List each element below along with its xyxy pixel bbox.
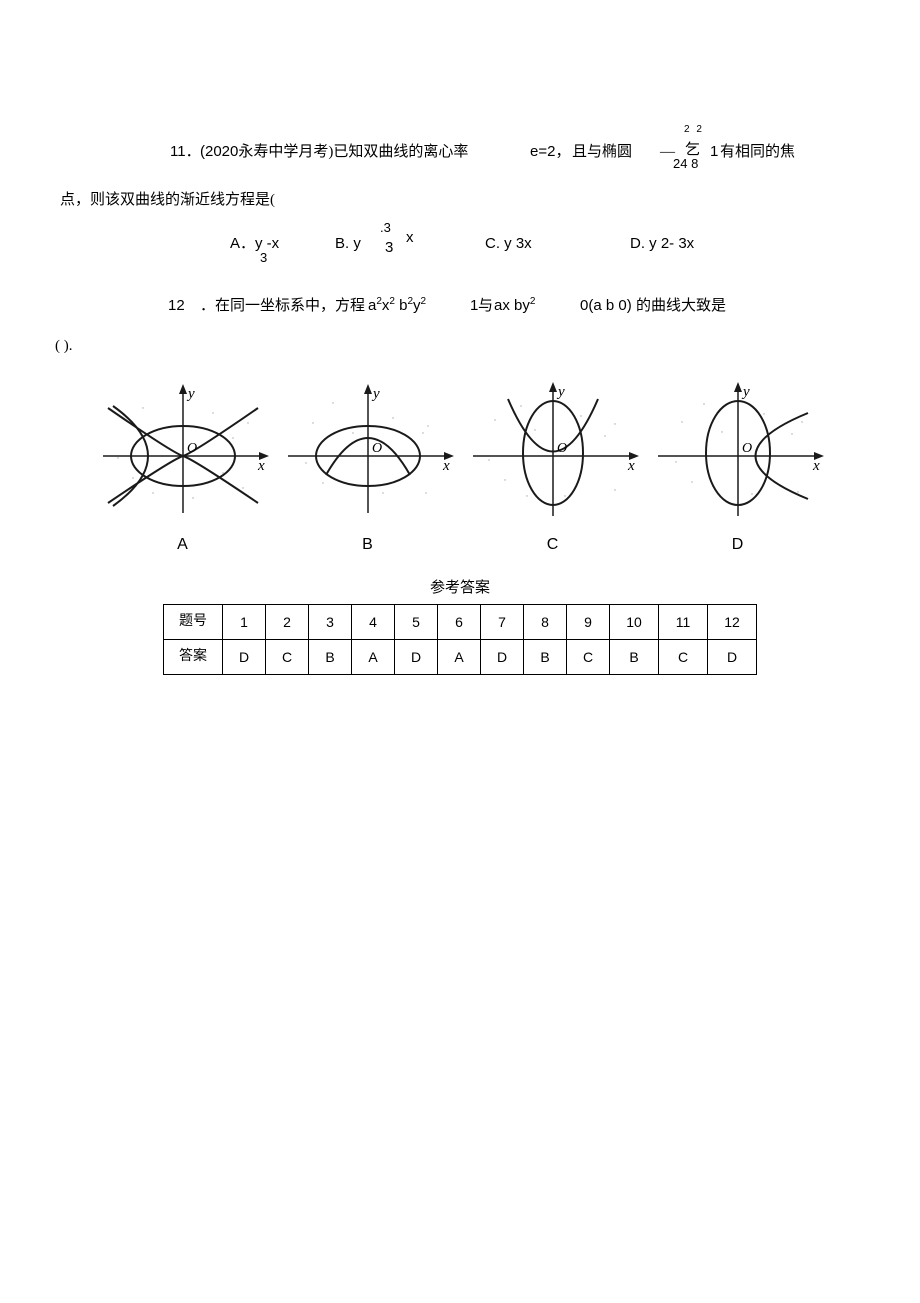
q12-text1: ．在同一坐标系中，方程 (200, 294, 365, 318)
y-axis-arrow-icon (179, 384, 187, 394)
q11-option-b: B. y (335, 232, 361, 256)
figure-b-noise (305, 402, 428, 493)
y-axis-arrow-icon (734, 382, 742, 392)
q11-option-a-sub: 3 (260, 248, 267, 269)
table-row: 题号 1 2 3 4 5 6 7 8 9 10 11 12 (164, 604, 757, 639)
q11-option-d: D. y 2- 3x (630, 232, 694, 256)
num-cell: 7 (481, 604, 524, 639)
y-label: y (186, 386, 195, 402)
q11-frac-bot: 24 8 (673, 154, 698, 175)
q12-yu: 与 (478, 294, 493, 318)
q12-zero: 0(a b 0) (580, 294, 632, 318)
q11-same-text: 有相同的焦 (720, 140, 795, 164)
q11-option-b-x: x (406, 226, 414, 250)
figure-b: y x O B (275, 378, 460, 558)
num-cell: 2 (266, 604, 309, 639)
ans-cell: C (567, 639, 610, 674)
figure-b-svg: y x O (278, 378, 458, 528)
figure-a-label: A (90, 532, 275, 558)
answers-title: 参考答案 (60, 576, 860, 600)
figure-d: y x O D (645, 378, 830, 558)
q12-number: 12 (168, 294, 185, 318)
num-cell: 8 (524, 604, 567, 639)
q12-eq2: ax by2 (494, 294, 535, 318)
ans-cell: D (223, 639, 266, 674)
q11-and-text: 且与椭圆 (572, 140, 632, 164)
ans-cell: C (659, 639, 708, 674)
figure-d-label: D (645, 532, 830, 558)
page: 11． (2020永寿中学月考)已知双曲线的离心率 e=2， 且与椭圆 ― 2 … (0, 0, 920, 1303)
x-label: x (812, 458, 820, 474)
q11-option-c: C. y 3x (485, 232, 532, 256)
q12-line: 12 ．在同一坐标系中，方程 a2x2 b2y2 1 与 ax by2 0(a … (60, 288, 860, 328)
row-label: 答案 (164, 639, 223, 674)
q11-options: A．y -x 3 B. y .3 3 x C. y 3x D. y 2- 3x (60, 218, 860, 278)
y-label: y (556, 384, 565, 400)
figure-c-label: C (460, 532, 645, 558)
q12-paren: ( ). (55, 334, 860, 358)
ans-cell: B (309, 639, 352, 674)
num-cell: 9 (567, 604, 610, 639)
y-axis-arrow-icon (549, 382, 557, 392)
q11-option-a: A．y -x (230, 232, 279, 256)
table-row: 答案 D C B A D A D B C B C D (164, 639, 757, 674)
num-cell: 12 (708, 604, 757, 639)
num-cell: 4 (352, 604, 395, 639)
ans-cell: A (438, 639, 481, 674)
x-label: x (257, 458, 265, 474)
q11-source-prefix: (2020 (200, 143, 238, 160)
ans-cell: B (524, 639, 567, 674)
figure-a-svg: y x O (93, 378, 273, 528)
figure-c: y x O C (460, 378, 645, 558)
q11-one: 1 (710, 140, 718, 164)
q11-source: (2020永寿中学月考)已知双曲线的离心率 (200, 140, 468, 164)
x-label: x (442, 458, 450, 474)
y-label: y (371, 386, 380, 402)
ans-cell: C (266, 639, 309, 674)
y-label: y (741, 384, 750, 400)
q11-number: 11． (170, 140, 201, 164)
figure-d-noise (675, 403, 802, 494)
num-cell: 11 (659, 604, 708, 639)
ans-cell: D (481, 639, 524, 674)
q11-option-b-mid: 3 (385, 236, 393, 260)
q12-text2: 的曲线大致是 (636, 294, 726, 318)
figure-a: y x O A (90, 378, 275, 558)
num-cell: 3 (309, 604, 352, 639)
origin-label: O (187, 441, 197, 456)
origin-label: O (742, 441, 752, 456)
q11-frac-top: 2 2 (684, 122, 704, 138)
q12-eq1: a2x2 b2y2 (368, 294, 426, 318)
ans-cell: B (610, 639, 659, 674)
y-axis-arrow-icon (364, 384, 372, 394)
q11-line2: 点，则该双曲线的渐近线方程是( (60, 188, 860, 212)
ans-cell: D (708, 639, 757, 674)
ans-cell: D (395, 639, 438, 674)
origin-label: O (372, 441, 382, 456)
num-cell: 5 (395, 604, 438, 639)
header-label: 题号 (164, 604, 223, 639)
q11-e-expr: e=2， (530, 140, 570, 164)
num-cell: 10 (610, 604, 659, 639)
figure-b-label: B (275, 532, 460, 558)
figure-d-svg: y x O (648, 378, 828, 528)
origin-label: O (557, 441, 567, 456)
figure-c-svg: y x O (463, 378, 643, 528)
num-cell: 1 (223, 604, 266, 639)
num-cell: 6 (438, 604, 481, 639)
figures-row: y x O A (90, 378, 830, 558)
x-label: x (627, 458, 635, 474)
q11-source-text: 永寿中学月考)已知双曲线的离心率 (238, 144, 468, 160)
answers-table: 题号 1 2 3 4 5 6 7 8 9 10 11 12 答案 D C B A… (163, 604, 757, 676)
ans-cell: A (352, 639, 395, 674)
q11-line1: 11． (2020永寿中学月考)已知双曲线的离心率 e=2， 且与椭圆 ― 2 … (60, 130, 860, 180)
